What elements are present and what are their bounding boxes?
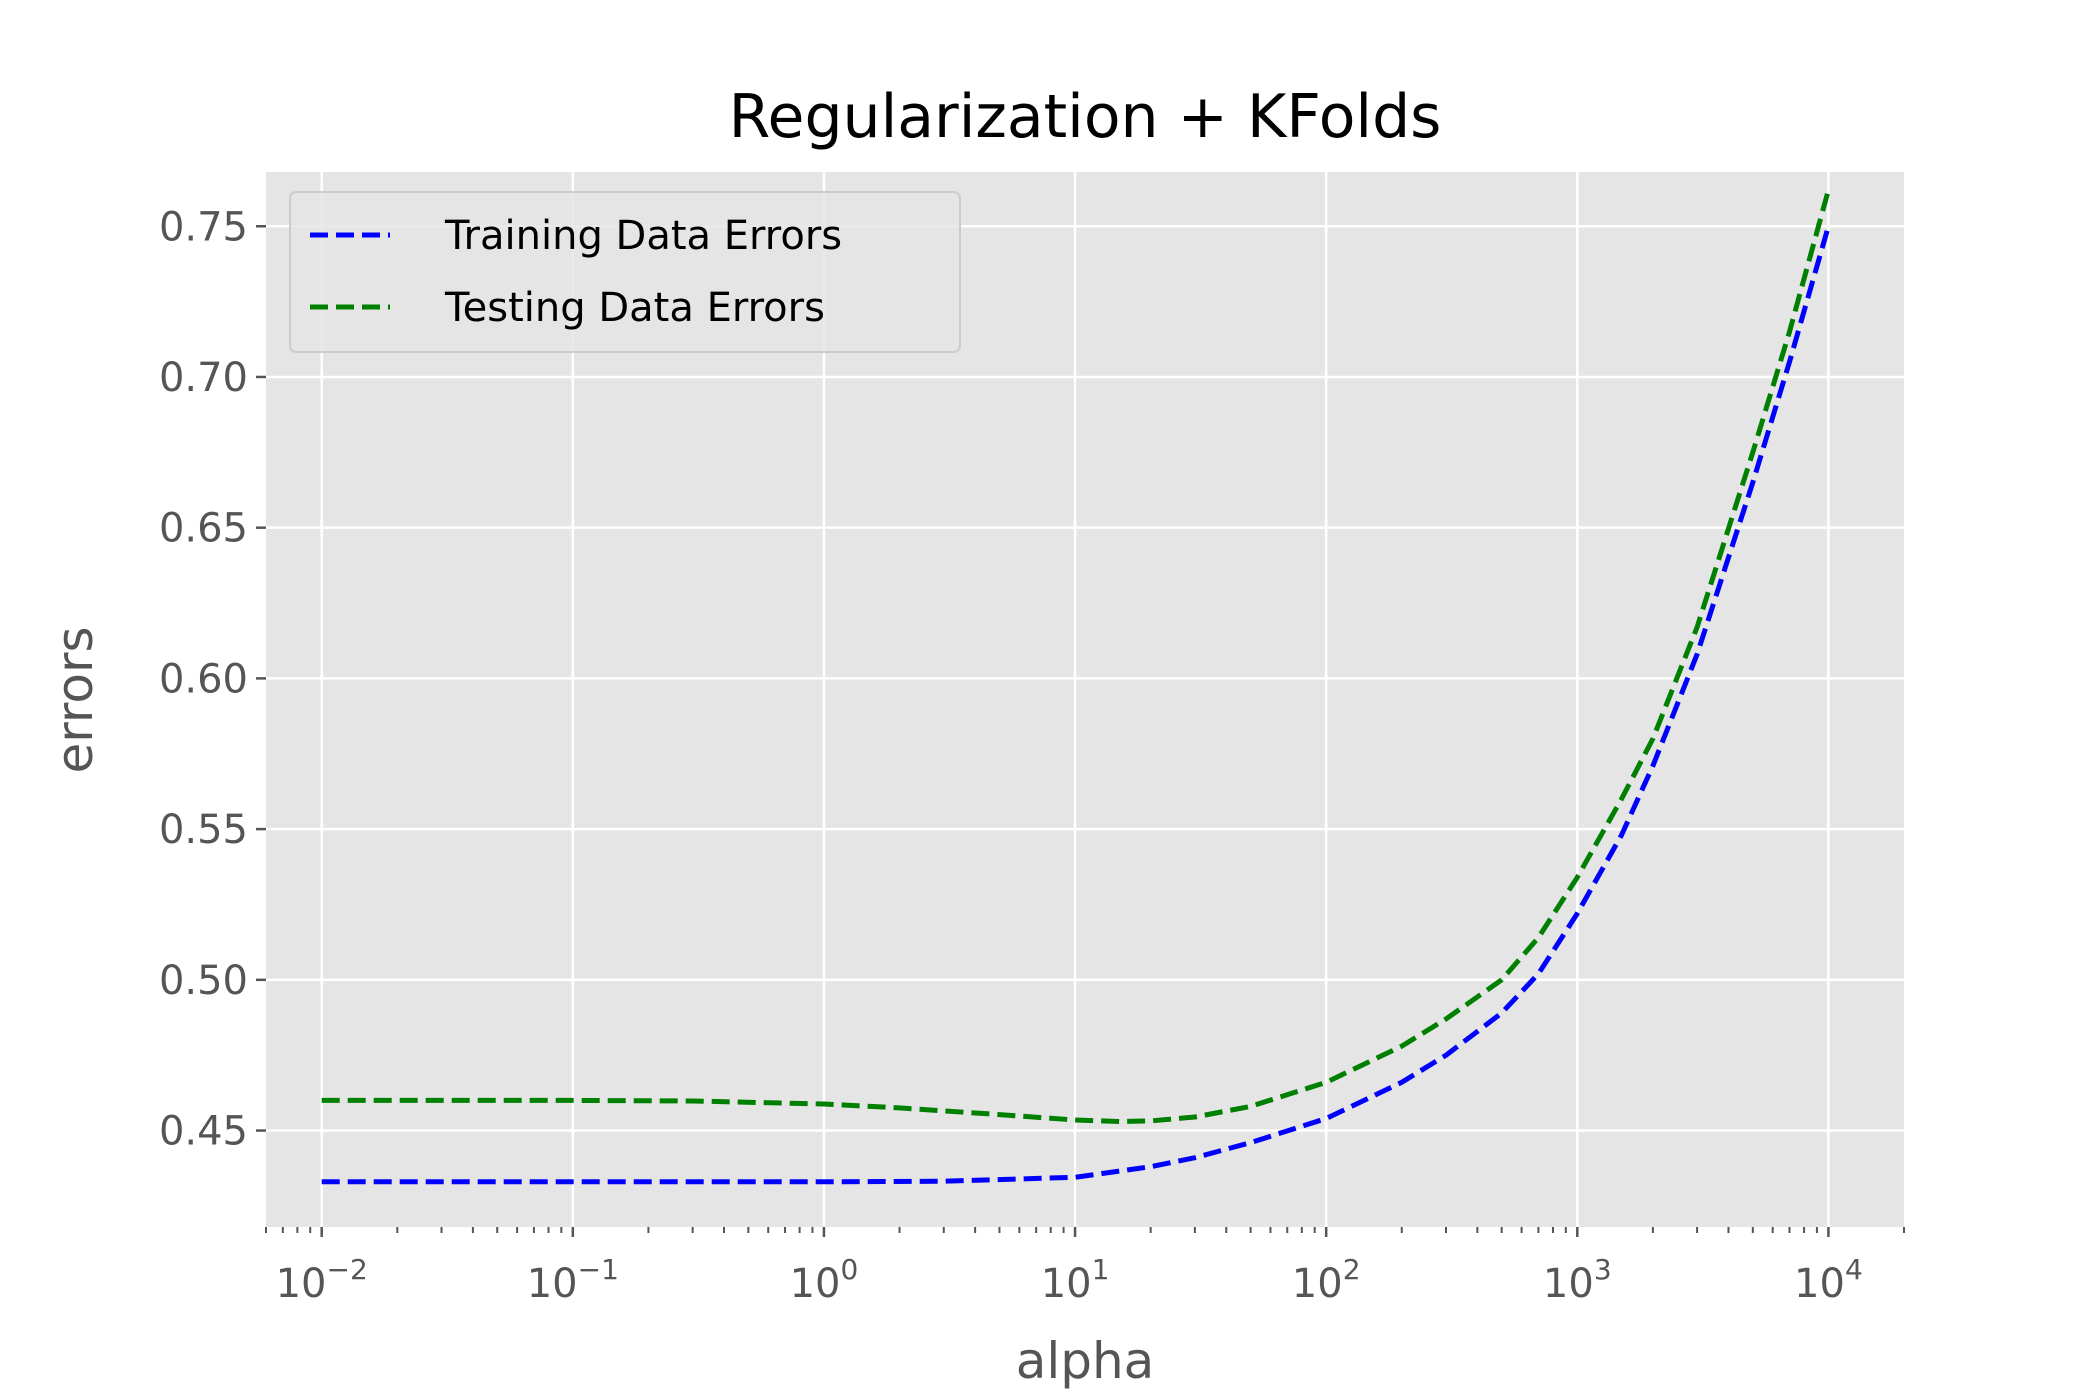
y-tick-label: 0.70 (159, 355, 248, 401)
y-tick-label: 0.75 (159, 204, 248, 250)
x-tick-label: 104 (1794, 1253, 1863, 1307)
x-tick-label: 102 (1292, 1253, 1361, 1307)
x-tick-label: 103 (1543, 1253, 1612, 1307)
legend-label: Testing Data Errors (444, 285, 825, 331)
x-tick-label: 100 (790, 1253, 859, 1307)
y-tick-label: 0.65 (159, 506, 248, 552)
x-tick-label: 10−2 (276, 1253, 368, 1307)
y-axis-label: errors (46, 626, 104, 773)
y-tick-label: 0.45 (159, 1109, 248, 1155)
y-tick-label: 0.55 (159, 807, 248, 853)
y-tick-label: 0.60 (159, 656, 248, 702)
x-axis: 10−2 10−1 100 101 102 103 104 (265, 1227, 1905, 1307)
x-axis-label: alpha (1016, 1332, 1155, 1390)
legend: Training Data Errors Testing Data Errors (289, 191, 961, 353)
legend-label: Training Data Errors (444, 213, 842, 259)
x-tick-label: 101 (1041, 1253, 1110, 1307)
series-line (321, 225, 1831, 1185)
series-line (321, 189, 1831, 1124)
x-tick-label: 10−1 (527, 1253, 619, 1307)
series-lines (321, 189, 1831, 1185)
y-tick-label: 0.50 (159, 958, 248, 1004)
y-axis: 0.45 0.50 0.55 0.60 0.65 0.70 0.75 (159, 204, 266, 1155)
chart-title: Regularization + KFolds (729, 82, 1442, 152)
legend-box (289, 191, 961, 353)
